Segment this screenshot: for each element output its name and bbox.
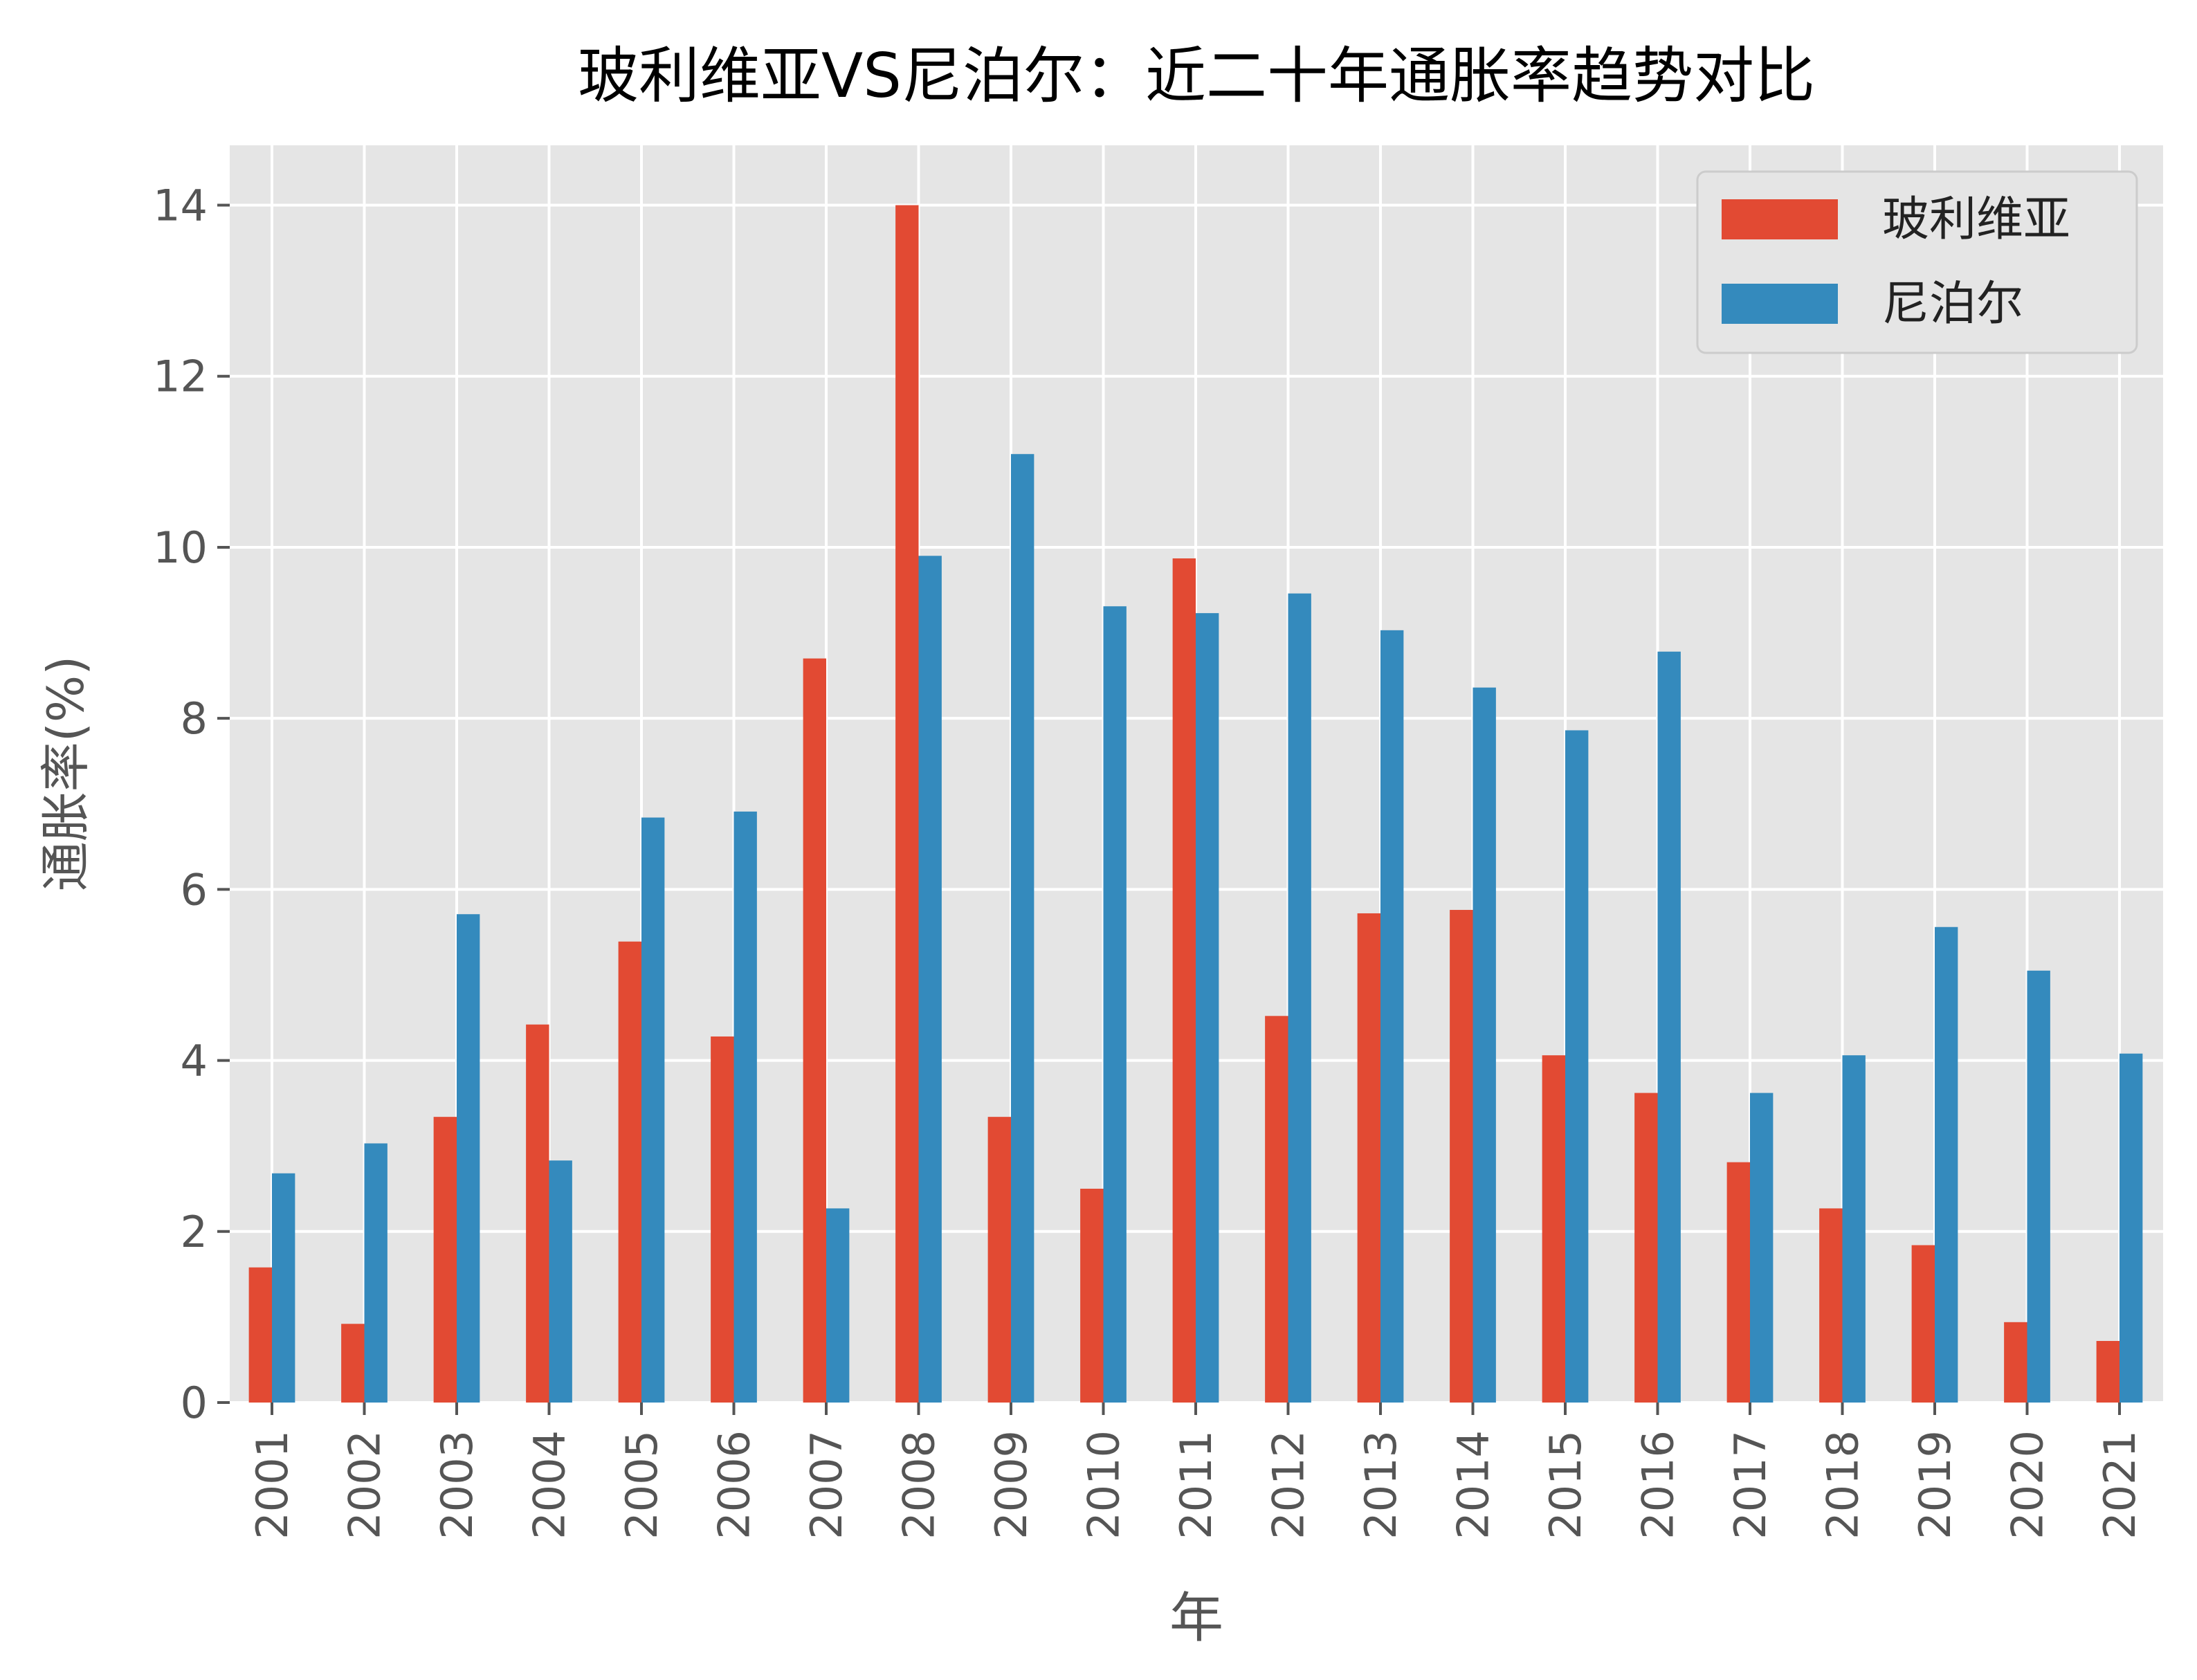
bar-nepal-2012 [1288,593,1311,1403]
bar-nepal-2019 [1935,926,1958,1403]
x-tick-label: 2002 [340,1430,390,1540]
y-tick-label: 14 [153,181,208,231]
bar-bolivia-2013 [1357,913,1380,1403]
x-tick-label: 2017 [1725,1430,1776,1540]
y-tick-label: 0 [181,1378,208,1428]
bar-nepal-2021 [2119,1053,2143,1403]
y-tick-label: 10 [153,522,208,573]
y-tick-label: 2 [181,1207,208,1257]
bar-nepal-2001 [272,1173,295,1403]
legend-label-bolivia: 玻利维亚 [1882,192,2070,247]
x-tick-label: 2005 [617,1430,667,1540]
bar-bolivia-2016 [1634,1093,1658,1403]
x-axis-label: 年 [1169,1587,1223,1650]
bar-bolivia-2012 [1265,1016,1288,1403]
x-tick-label: 2019 [1910,1430,1960,1540]
bar-bolivia-2015 [1542,1055,1565,1403]
bar-bolivia-2021 [2096,1341,2119,1403]
bar-nepal-2005 [641,817,665,1403]
bar-bolivia-2010 [1080,1188,1104,1403]
bar-bolivia-2007 [803,658,826,1403]
legend-label-nepal: 尼泊尔 [1882,277,2023,331]
x-tick-label: 2001 [247,1430,298,1540]
bar-nepal-2020 [2027,970,2050,1403]
legend-swatch-bolivia [1722,199,1838,239]
x-tick-label: 2011 [1171,1430,1221,1540]
bar-bolivia-2017 [1726,1162,1750,1403]
bar-bolivia-2018 [1819,1208,1843,1403]
x-tick-label: 2021 [2095,1430,2145,1540]
x-tick-label: 2018 [1818,1430,1868,1540]
y-tick-label: 12 [153,351,208,402]
bar-nepal-2010 [1103,606,1127,1403]
x-tick-label: 2004 [525,1430,575,1540]
x-tick-label: 2006 [709,1430,760,1540]
x-tick-label: 2020 [2003,1430,2053,1540]
bar-nepal-2018 [1842,1055,1866,1403]
y-axis-label: 通胀率(%) [37,656,95,892]
bar-nepal-2006 [733,811,757,1403]
bar-bolivia-2005 [618,941,641,1403]
bar-nepal-2017 [1750,1093,1774,1403]
bar-nepal-2008 [918,556,942,1403]
bar-bolivia-2008 [895,205,919,1403]
x-tick-label: 2007 [801,1430,852,1540]
bar-nepal-2013 [1380,630,1404,1403]
bar-nepal-2016 [1657,651,1681,1403]
bar-nepal-2007 [826,1208,850,1403]
x-tick-label: 2015 [1540,1430,1591,1540]
y-tick-label: 6 [181,864,208,915]
bar-bolivia-2002 [341,1324,365,1403]
x-tick-label: 2009 [986,1430,1037,1540]
legend-swatch-nepal [1722,284,1838,324]
x-tick-label: 2014 [1448,1430,1499,1540]
bar-bolivia-2020 [2004,1322,2027,1403]
bar-bolivia-2011 [1172,558,1196,1403]
x-tick-label: 2003 [432,1430,482,1540]
y-tick-label: 8 [181,693,208,744]
bar-nepal-2009 [1011,454,1034,1403]
chart-title: 玻利维亚VS尼泊尔：近二十年通胀率趋势对比 [578,40,1815,111]
bar-nepal-2014 [1473,687,1496,1403]
x-tick-label: 2012 [1264,1430,1314,1540]
bar-nepal-2015 [1565,730,1589,1403]
bar-bolivia-2006 [711,1036,734,1403]
bar-bolivia-2001 [248,1267,272,1403]
bar-nepal-2011 [1196,613,1219,1403]
bar-bolivia-2019 [1911,1245,1935,1403]
bar-bolivia-2004 [526,1024,549,1403]
bar-bolivia-2014 [1450,910,1473,1403]
bar-bolivia-2003 [433,1117,457,1403]
bar-bolivia-2009 [987,1117,1011,1403]
bar-nepal-2004 [549,1160,572,1403]
x-tick-label: 2013 [1356,1430,1406,1540]
x-tick-label: 2016 [1633,1430,1684,1540]
bar-nepal-2003 [457,914,480,1403]
legend: 玻利维亚 尼泊尔 [1696,170,2138,354]
x-tick-label: 2010 [1079,1430,1129,1540]
y-tick-label: 4 [181,1036,208,1086]
x-tick-label: 2008 [894,1430,945,1540]
bar-nepal-2002 [364,1143,388,1403]
